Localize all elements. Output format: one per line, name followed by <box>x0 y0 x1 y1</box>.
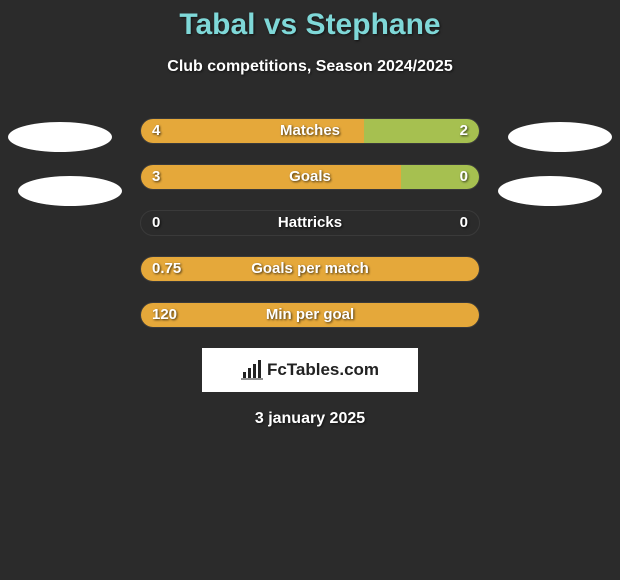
comparison-infographic: Tabal vs Stephane Club competitions, Sea… <box>0 0 620 428</box>
bar-track <box>140 118 480 144</box>
bar-left <box>141 119 364 143</box>
player-shape-right <box>498 176 602 206</box>
bar-track <box>140 210 480 236</box>
stat-row: Min per goal120 <box>0 302 620 328</box>
player-shape-left <box>8 122 112 152</box>
bar-track <box>140 256 480 282</box>
bar-left <box>141 303 479 327</box>
bar-right <box>364 119 479 143</box>
bar-right <box>401 165 479 189</box>
player-shape-right <box>508 122 612 152</box>
source-logo-box: FcTables.com <box>202 348 418 392</box>
chart-icon <box>241 360 263 380</box>
date-label: 3 january 2025 <box>0 410 620 428</box>
player-shape-left <box>18 176 122 206</box>
subtitle: Club competitions, Season 2024/2025 <box>0 58 620 76</box>
stat-row: Hattricks00 <box>0 210 620 236</box>
stats-area: Matches42Goals30Hattricks00Goals per mat… <box>0 118 620 328</box>
stat-row: Goals per match0.75 <box>0 256 620 282</box>
bar-left <box>141 165 401 189</box>
bar-track <box>140 164 480 190</box>
bar-left <box>141 257 479 281</box>
page-title: Tabal vs Stephane <box>0 8 620 42</box>
logo-text: FcTables.com <box>267 360 379 380</box>
bar-track <box>140 302 480 328</box>
